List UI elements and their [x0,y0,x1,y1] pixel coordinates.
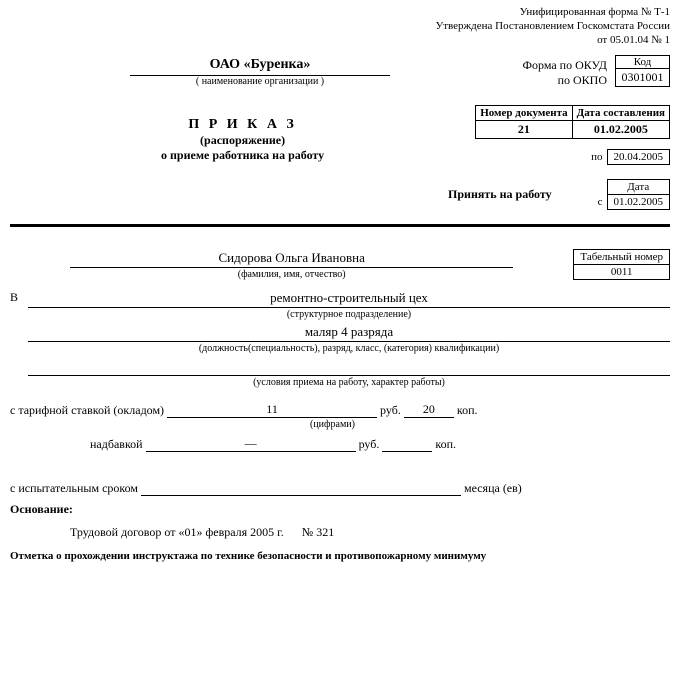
order-block: П Р И К А З (распоряжение) о приеме рабо… [10,117,475,163]
period-to-label: по [585,150,607,165]
v-label: В [10,290,28,388]
period-to-table: по 20.04.2005 [585,149,670,165]
salary-caption: (цифрами) [310,419,670,430]
from-date-label: Дата [607,180,670,195]
bonus-rub: — [146,436,356,452]
tab-number-table: Табельный номер 0011 [573,249,670,280]
code-label: Код [615,55,670,69]
salary-label: с тарифной ставкой (окладом) [10,403,164,417]
form-okud-block: Форма по ОКУД по ОКПО [523,58,607,87]
okud-label: Форма по ОКУД [523,58,607,72]
tabno-value: 0011 [574,265,670,280]
code-box: Код 0301001 [615,55,670,87]
code-value: 0301001 [615,69,670,87]
position-field: маляр 4 разряда [28,324,670,342]
rub-word: руб. [380,403,401,417]
salary-kop: 20 [404,402,454,418]
num-value: 21 [476,121,572,139]
from-label: с [592,195,607,210]
contract-text: Трудовой договор от «01» февраля 2005 г. [70,525,284,539]
position-caption: (должность(специальность), разряд, класс… [28,343,670,354]
bonus-kop [382,436,432,452]
from-value: 01.02.2005 [607,195,670,210]
probation-field [141,480,461,496]
header-line3: от 05.01.04 № 1 [10,34,670,48]
conditions-caption: (условия приема на работу, характер рабо… [28,377,670,388]
order-sub1: (распоряжение) [10,133,475,148]
kop-word: коп. [457,403,478,417]
organization-caption: ( наименование организации ) [130,76,390,87]
bonus-rub-word: руб. [359,437,380,451]
basis-label: Основание: [10,502,670,517]
order-title: П Р И К А З [10,117,475,133]
bonus-label: надбавкой [90,437,143,451]
dept-caption: (структурное подразделение) [28,309,670,320]
conditions-field [28,358,670,376]
divider [10,224,670,227]
num-label: Номер документа [476,106,572,121]
tabno-label: Табельный номер [574,250,670,265]
contract-num-prefix: № [302,525,313,539]
form-header: Унифицированная форма № Т-1 Утверждена П… [10,6,670,47]
period-from-table: Дата с 01.02.2005 [592,179,670,210]
contract-num: 321 [316,525,334,539]
probation-unit: месяца (ев) [464,481,522,495]
dept-field: ремонтно-строительный цех [28,290,670,308]
footer-note: Отметка о прохождении инструктажа по тех… [10,550,670,562]
accept-text: Принять на работу [10,187,552,202]
doc-number-date-table: Номер документа Дата составления 21 01.0… [475,105,670,139]
date-value: 01.02.2005 [572,121,669,139]
salary-rub: 11 [167,402,377,418]
okpo-label: по ОКПО [523,73,607,87]
fio-field: Сидорова Ольга Ивановна [70,250,513,268]
header-line2: Утверждена Постановлением Госкомстата Ро… [10,20,670,34]
probation-label: с испытательным сроком [10,481,138,495]
order-sub2: о приеме работника на работу [10,148,475,163]
fio-caption: (фамилия, имя, отчество) [10,269,573,280]
organization-name: ОАО «Буренка» [130,57,390,76]
bonus-kop-word: коп. [435,437,456,451]
period-to-value: 20.04.2005 [607,150,670,165]
date-label: Дата составления [572,106,669,121]
header-line1: Унифицированная форма № Т-1 [10,6,670,20]
